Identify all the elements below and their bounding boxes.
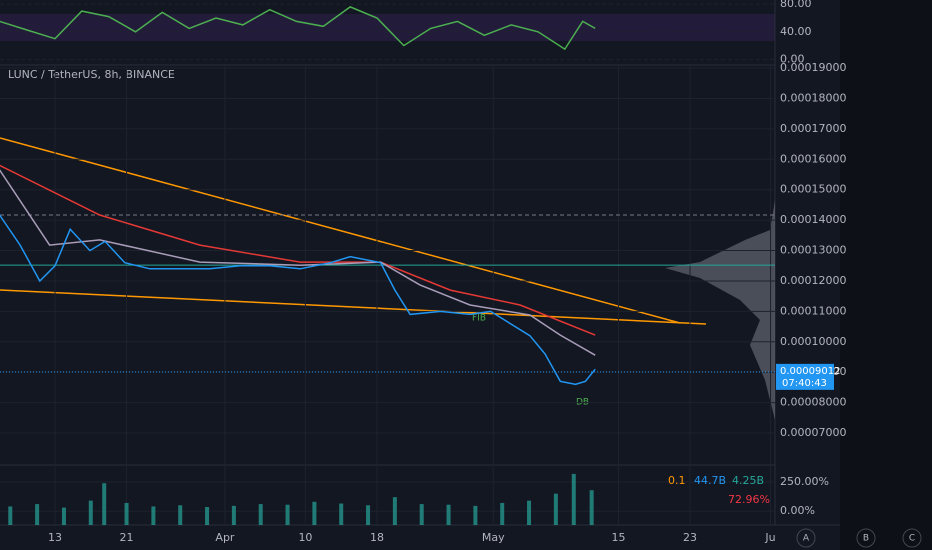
y-tick-label: 0.00% [780,504,815,517]
volume-bar [312,501,317,525]
legend-value: 0.1 [668,474,686,487]
x-tick-label: Apr [215,531,235,544]
volume-bar [88,500,93,525]
button[interactable] [902,528,922,548]
volume-bar [339,503,344,525]
y-tick-label: 0.00014000 [780,213,846,226]
y-tick-label: 0.00016000 [780,152,846,165]
volume-bar [285,504,290,525]
y-tick-label: 0.00013000 [780,244,846,257]
button-label[interactable]: C [909,534,915,544]
button[interactable] [856,528,876,548]
volume-bar [102,483,107,525]
volume-bar [8,506,13,525]
rsi-band [0,14,775,41]
volume-bar [35,504,40,525]
price-label: 0.00009012 [780,366,840,377]
y-tick-label: 40.00 [780,25,812,38]
y-tick-label: 0.00019000 [780,61,846,74]
volume-bar [205,507,210,525]
volume-profile [665,200,775,420]
series-line [0,164,596,336]
volume-bar [500,502,505,525]
volume-bar [61,507,66,525]
volume-bar [124,502,129,525]
volume-bar [258,504,263,525]
y-tick-label: 250.00% [780,475,829,488]
legend-value: 4.25B [732,474,764,487]
y-tick-label: 0.00012000 [780,274,846,287]
series-line [0,214,596,386]
buttons: A B C [796,528,922,548]
volume-bar [178,505,183,525]
x-tick-label: Ju [764,531,775,544]
volume-bar [366,505,371,525]
y-tick-label: 0.00 [780,52,805,65]
volume-bar [392,497,397,525]
trend-line [0,289,707,325]
y-tick-label: 0.00007000 [780,426,846,439]
countdown: 07:40:43 [782,378,827,389]
y-tick-label: 0.00010000 [780,335,846,348]
y-tick-label: 0.00015000 [780,183,846,196]
y-tick-label: 80.00 [780,0,812,10]
x-tick-label: 15 [611,531,625,544]
x-tick-label: 23 [683,531,697,544]
chart-title: LUNC / TetherUS, 8h, BINANCE [8,68,175,81]
x-tick-label: 10 [298,531,312,544]
volume-bar [553,493,558,525]
legend-value: 72.96% [728,493,770,506]
x-tick-label: May [482,531,505,544]
price-label-box [776,363,834,390]
button-label[interactable]: A [803,534,810,544]
y-tick-label: 0.00011000 [780,304,846,317]
trend-line [0,137,681,324]
y-tick-label: 0.00017000 [780,122,846,135]
x-tick-label: 18 [370,531,384,544]
volume-bar [151,506,156,525]
legend-value: 44.7B [694,474,726,487]
volume-bar [446,504,451,525]
y-tick-label: 0.00008000 [780,396,846,409]
x-tick-label: 21 [120,531,134,544]
volume-bar [527,500,532,525]
side-panel [840,0,932,550]
x-tick-label: 13 [48,531,62,544]
annotation: FIB [472,314,486,324]
button[interactable] [796,528,816,548]
volume-bar [231,505,236,525]
volume-bar [589,490,594,525]
y-tick-label: 0.00018000 [780,91,846,104]
volume-bar [419,504,424,525]
series-line [0,6,596,51]
volume-bar [571,473,576,525]
button-label[interactable]: B [863,534,869,544]
volume-bar [473,505,478,525]
